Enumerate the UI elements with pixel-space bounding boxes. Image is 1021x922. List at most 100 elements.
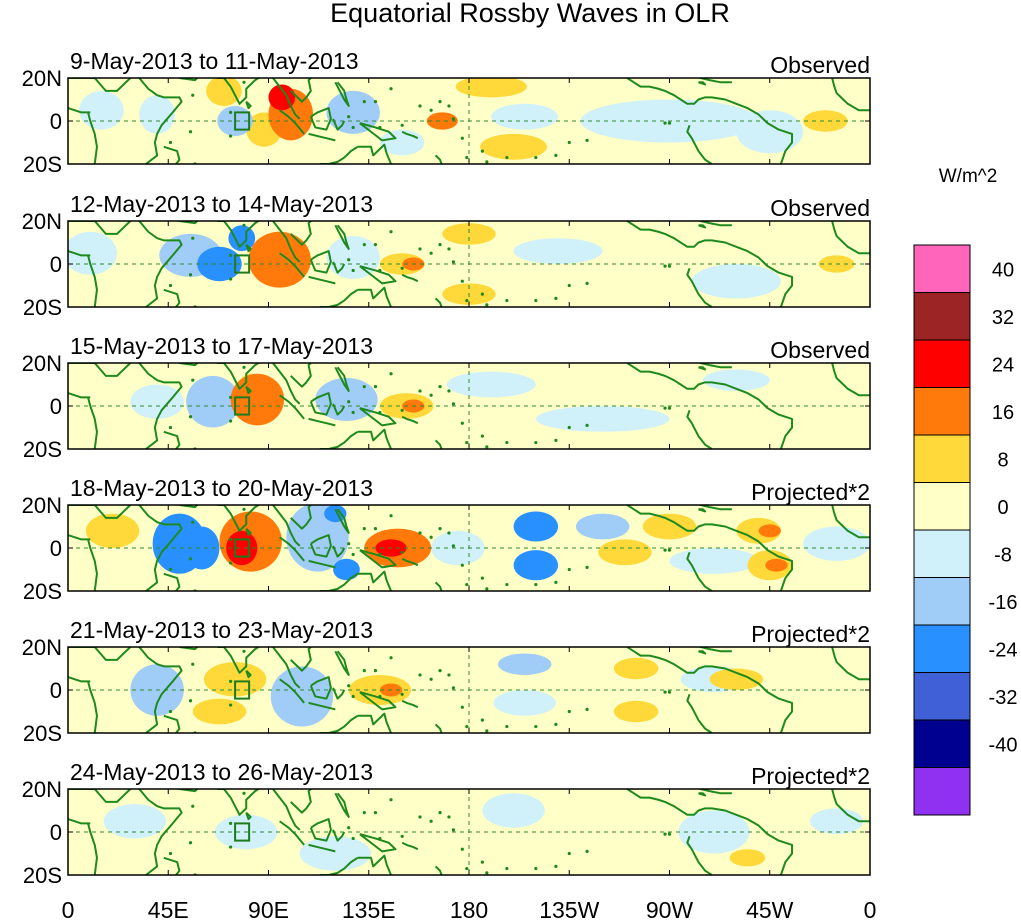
coastline [272, 221, 301, 263]
anomaly-blob [809, 808, 864, 835]
coastline [626, 221, 794, 307]
anomaly-blob [324, 505, 347, 523]
island [229, 561, 233, 565]
coastline [68, 392, 91, 399]
panel: 20N 0 20S 9-May-2013 to 11-May-2013 Observed [22, 48, 871, 177]
island [242, 365, 246, 369]
island [480, 576, 484, 580]
coastline [357, 570, 392, 591]
island [378, 694, 382, 699]
anomaly-blob [765, 558, 788, 572]
island [418, 815, 422, 819]
coastline [68, 107, 91, 114]
island [188, 841, 193, 845]
anomaly-blob [491, 103, 559, 130]
island [480, 292, 484, 296]
island [351, 694, 355, 699]
coastline [309, 534, 332, 558]
coastline [332, 687, 346, 700]
coastline [319, 572, 359, 591]
coastline [334, 508, 350, 534]
coastline [332, 829, 346, 842]
island [460, 705, 464, 709]
coastline [686, 551, 713, 591]
coastline [401, 273, 419, 283]
coastline [831, 505, 870, 539]
island [447, 247, 451, 251]
panel: 20N 0 20S 24-May-2013 to 26-May-2013 Project… [22, 759, 871, 888]
coastline [272, 363, 301, 405]
coastline [626, 647, 794, 733]
island [229, 703, 233, 707]
y-tick-label: 0 [50, 109, 62, 134]
anomaly-blob [270, 666, 334, 727]
colorbar-swatch [913, 482, 971, 531]
coastline [138, 78, 183, 164]
island [347, 258, 351, 262]
island [663, 406, 667, 410]
island [667, 548, 672, 552]
coastline [138, 221, 183, 307]
chart-title: Equatorial Rossby Waves in OLR [330, 0, 730, 28]
panel-date: 15-May-2013 to 17-May-2013 [70, 333, 373, 359]
y-tick-label: 20S [23, 295, 62, 320]
island [373, 527, 378, 531]
coastline [163, 288, 181, 307]
y-tick-label: 20N [22, 493, 62, 518]
island [347, 684, 351, 688]
anomaly-blob [598, 842, 652, 865]
island [447, 389, 451, 393]
island [585, 281, 589, 285]
coastline [290, 505, 313, 530]
coastline [217, 505, 261, 532]
x-tick-label: 0 [62, 897, 75, 922]
island [418, 673, 422, 677]
coastline [272, 505, 301, 547]
island [585, 849, 589, 853]
x-tick-label: 90W [646, 897, 694, 922]
island [451, 828, 456, 832]
colorbar-swatch [913, 624, 971, 673]
panel-date: 18-May-2013 to 20-May-2013 [70, 475, 373, 501]
island [429, 535, 433, 539]
island [362, 669, 366, 673]
island [667, 406, 672, 410]
coastline [334, 792, 350, 818]
coastline [68, 78, 132, 92]
island [429, 677, 433, 681]
colorbar-label: 24 [992, 355, 1014, 377]
index-box [234, 680, 251, 700]
island [168, 425, 173, 430]
island [242, 80, 246, 84]
anomaly-blob [613, 700, 659, 723]
island [465, 298, 469, 303]
coastline [309, 392, 332, 416]
x-tick-label: 45W [746, 897, 794, 922]
island [465, 440, 469, 445]
island [447, 815, 451, 819]
island [418, 247, 422, 251]
panels: 20N 0 20S 9-May-2013 to 11-May-2013 Observed… [22, 48, 871, 888]
island [362, 811, 366, 815]
coastline [359, 833, 397, 853]
index-box [234, 396, 251, 416]
island [465, 582, 469, 587]
coastline [163, 145, 181, 164]
island [191, 804, 195, 808]
anomaly-blob [598, 539, 652, 566]
island [567, 851, 571, 856]
coastline [245, 243, 252, 253]
colorbar-label: -40 [989, 735, 1018, 757]
coastline [309, 676, 332, 700]
coastline [68, 363, 132, 377]
coastline [626, 363, 794, 449]
anomaly-blob [480, 133, 547, 160]
island [438, 243, 442, 247]
island [351, 268, 355, 273]
coastline [308, 701, 336, 711]
island [438, 527, 442, 531]
island [242, 223, 246, 227]
coastline [401, 557, 419, 567]
colorbar-label: 0 [997, 497, 1008, 519]
island [191, 236, 195, 240]
